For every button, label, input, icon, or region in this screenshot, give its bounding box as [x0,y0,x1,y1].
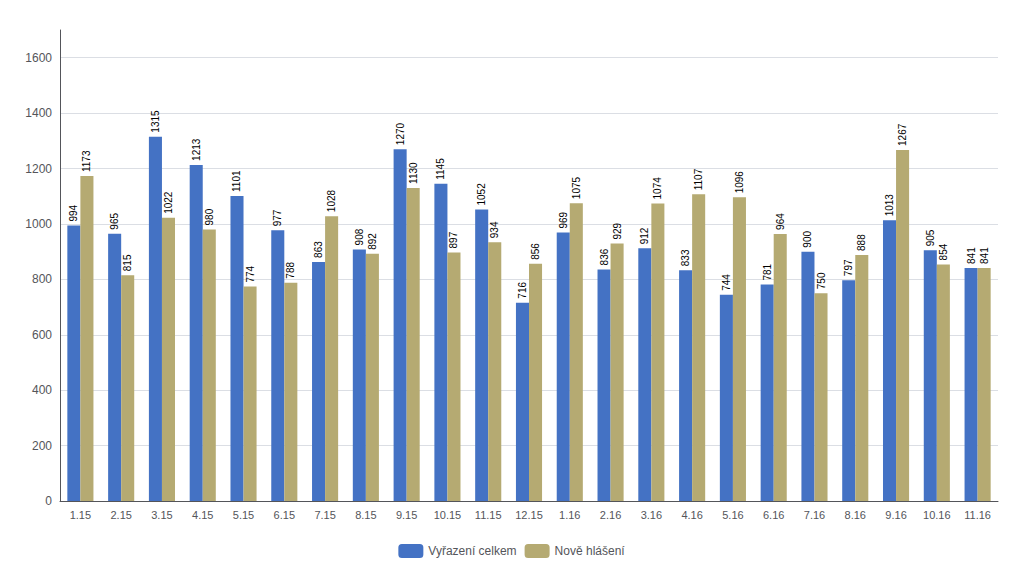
svg-text:1.15: 1.15 [70,509,91,521]
svg-text:905: 905 [925,229,936,246]
svg-text:600: 600 [32,328,52,342]
svg-text:4.15: 4.15 [192,509,213,521]
svg-text:10.16: 10.16 [923,509,951,521]
svg-text:788: 788 [285,262,296,279]
svg-text:1267: 1267 [897,123,908,146]
svg-text:8.15: 8.15 [355,509,376,521]
svg-text:897: 897 [448,231,459,248]
svg-text:8.16: 8.16 [845,509,866,521]
svg-text:Nově hlášení: Nově hlášení [555,544,626,558]
svg-text:1075: 1075 [571,176,582,199]
svg-text:1600: 1600 [25,51,52,65]
svg-text:1000: 1000 [25,217,52,231]
svg-text:854: 854 [938,243,949,260]
svg-text:908: 908 [354,228,365,245]
svg-text:10.15: 10.15 [434,509,462,521]
svg-text:1130: 1130 [408,162,419,184]
svg-text:856: 856 [530,243,541,260]
svg-text:965: 965 [109,213,120,230]
svg-text:900: 900 [802,231,813,248]
svg-text:1074: 1074 [652,177,663,200]
svg-text:744: 744 [721,274,732,291]
svg-text:836: 836 [599,248,610,265]
svg-text:841: 841 [979,247,990,264]
svg-text:1052: 1052 [476,183,487,206]
svg-text:Vyřazení celkem: Vyřazení celkem [428,544,516,558]
svg-text:964: 964 [775,213,786,230]
svg-text:1101: 1101 [231,170,242,192]
svg-text:892: 892 [367,233,378,250]
svg-text:5.15: 5.15 [233,509,254,521]
svg-text:2.15: 2.15 [110,509,131,521]
svg-text:3.16: 3.16 [641,509,662,521]
svg-text:980: 980 [204,208,215,225]
svg-text:7.16: 7.16 [804,509,825,521]
svg-text:977: 977 [272,209,283,226]
svg-text:3.15: 3.15 [151,509,172,521]
svg-text:5.16: 5.16 [722,509,743,521]
svg-text:1.16: 1.16 [559,509,580,521]
svg-text:2.16: 2.16 [600,509,621,521]
svg-text:797: 797 [843,259,854,276]
svg-text:1270: 1270 [395,122,406,145]
svg-text:1013: 1013 [884,194,895,217]
svg-text:200: 200 [32,439,52,453]
svg-text:1107: 1107 [693,168,704,190]
svg-text:0: 0 [45,494,52,508]
svg-text:1022: 1022 [163,191,174,214]
svg-text:969: 969 [558,211,569,228]
svg-text:774: 774 [245,265,256,282]
svg-text:7.15: 7.15 [314,509,335,521]
svg-text:863: 863 [313,241,324,258]
svg-text:912: 912 [639,227,650,244]
svg-text:9.15: 9.15 [396,509,417,521]
svg-text:6.16: 6.16 [763,509,784,521]
svg-text:1173: 1173 [81,150,92,172]
svg-text:1200: 1200 [25,162,52,176]
svg-text:11.16: 11.16 [964,509,991,521]
svg-text:841: 841 [966,247,977,264]
svg-text:929: 929 [612,222,623,239]
svg-text:994: 994 [68,204,79,221]
svg-text:1213: 1213 [191,138,202,161]
svg-text:1400: 1400 [25,106,52,120]
svg-text:781: 781 [762,263,773,280]
svg-text:1028: 1028 [326,189,337,212]
svg-text:716: 716 [517,282,528,299]
svg-text:400: 400 [32,383,52,397]
svg-text:9.16: 9.16 [885,509,906,521]
svg-text:1145: 1145 [435,158,446,180]
svg-text:11.15: 11.15 [475,509,502,521]
svg-text:934: 934 [489,221,500,238]
svg-text:888: 888 [856,234,867,251]
svg-text:1096: 1096 [734,171,745,194]
svg-text:750: 750 [816,272,827,289]
svg-text:800: 800 [32,272,52,286]
svg-text:815: 815 [122,254,133,271]
svg-text:4.16: 4.16 [681,509,702,521]
svg-text:6.15: 6.15 [274,509,295,521]
svg-text:12.15: 12.15 [515,509,543,521]
svg-text:1315: 1315 [150,110,161,133]
svg-text:833: 833 [680,249,691,266]
